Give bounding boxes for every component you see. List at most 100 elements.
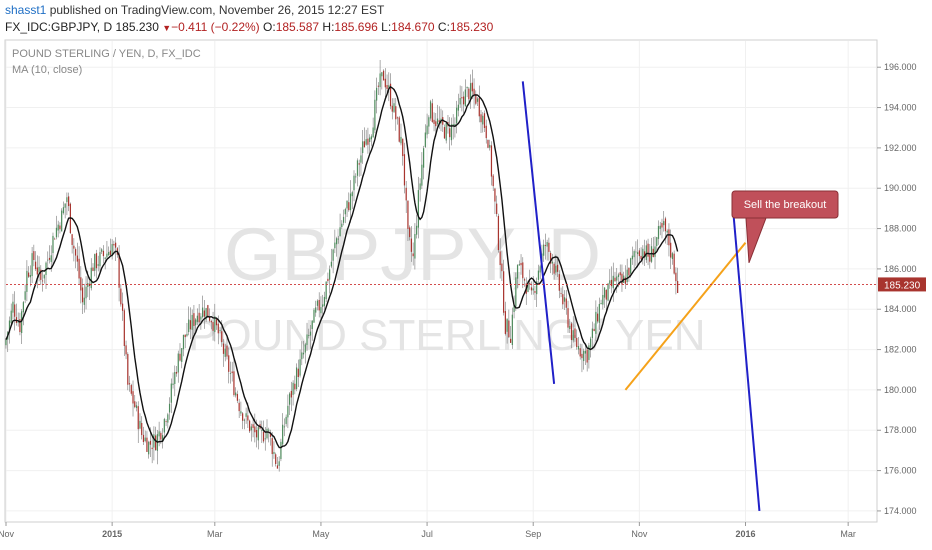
candle-up xyxy=(177,353,179,373)
candle-down xyxy=(649,255,651,262)
candle-down xyxy=(80,277,82,291)
candle-up xyxy=(268,429,270,431)
candle-down xyxy=(438,120,440,123)
candle-up xyxy=(635,251,637,253)
candle-down xyxy=(179,353,181,361)
candle-down xyxy=(550,252,552,264)
candle-down xyxy=(226,345,228,357)
y-tick-label: 178.000 xyxy=(884,425,917,435)
candle-up xyxy=(97,264,99,266)
candle-up xyxy=(666,230,668,233)
candle-up xyxy=(83,297,85,305)
candle-down xyxy=(473,88,475,95)
candle-down xyxy=(560,292,562,294)
sell-breakout-callout[interactable]: Sell the breakout xyxy=(731,190,839,264)
candle-down xyxy=(499,251,501,266)
candle-down xyxy=(81,287,84,303)
candle-up xyxy=(654,246,656,257)
candle-down xyxy=(567,308,569,328)
candle-up xyxy=(429,101,432,119)
candle-up xyxy=(38,266,40,273)
legend-ma: MA (10, close) xyxy=(12,64,82,76)
candle-up xyxy=(85,286,87,299)
candle-up xyxy=(417,190,419,228)
candle-down xyxy=(212,321,214,331)
candle-up xyxy=(539,266,541,273)
candle-down xyxy=(386,85,388,90)
x-tick-label: 2015 xyxy=(102,529,122,539)
candle-down xyxy=(242,413,244,421)
candle-up xyxy=(295,367,298,389)
candle-down xyxy=(189,320,192,330)
candle-up xyxy=(436,118,439,125)
candle-down xyxy=(581,353,583,359)
candle-down xyxy=(130,385,132,394)
candle-down xyxy=(276,465,279,469)
candle-down xyxy=(358,163,360,165)
candle-up xyxy=(414,233,416,259)
candle-down xyxy=(41,280,44,282)
candle-up xyxy=(24,291,26,300)
candle-down xyxy=(19,319,21,333)
candle-down xyxy=(248,420,251,432)
candle-up xyxy=(379,73,381,88)
candle-down xyxy=(389,83,392,107)
candle-up xyxy=(421,164,423,186)
candle-down xyxy=(115,242,117,248)
candle-up xyxy=(515,277,517,307)
candle-up xyxy=(186,333,188,336)
candle-up xyxy=(61,210,63,232)
candle-up xyxy=(369,137,371,142)
candle-up xyxy=(381,72,383,77)
candle-down xyxy=(412,253,414,257)
candle-up xyxy=(261,430,263,431)
candle-up xyxy=(8,320,11,333)
candle-up xyxy=(551,261,553,264)
high-value: 185.696 xyxy=(334,20,378,34)
candle-up xyxy=(196,315,199,322)
low-label: L: xyxy=(381,20,392,34)
candle-up xyxy=(543,244,545,256)
candle-down xyxy=(586,349,588,363)
candle-down xyxy=(74,249,77,256)
candle-up xyxy=(341,223,343,228)
candle-down xyxy=(193,313,195,326)
candle-up xyxy=(457,104,460,111)
candle-up xyxy=(450,124,453,141)
candle-up xyxy=(167,414,169,423)
candle-up xyxy=(200,316,202,320)
candle-down xyxy=(73,245,75,249)
candle-up xyxy=(158,431,160,437)
candle-up xyxy=(139,420,141,429)
candle-up xyxy=(245,413,247,417)
candle-down xyxy=(252,424,254,428)
candle-up xyxy=(511,314,513,346)
y-axis[interactable]: 174.000 176.000 178.000 180.000 182.000 184.0… xyxy=(877,62,917,516)
candle-down xyxy=(449,128,451,138)
candle-down xyxy=(562,294,564,305)
x-tick-label: Nov xyxy=(0,529,14,539)
candle-up xyxy=(90,267,92,289)
candle-up xyxy=(603,287,606,298)
candle-up xyxy=(235,392,237,396)
candle-up xyxy=(353,175,355,191)
candle-down xyxy=(203,310,205,317)
candle-up xyxy=(308,335,310,336)
x-axis[interactable]: Nov 2015 Mar May Jul Sep Nov 2016 Mar xyxy=(0,522,856,539)
candle-up xyxy=(459,97,461,105)
candle-up xyxy=(219,330,221,331)
y-tick-label: 192.000 xyxy=(884,143,917,153)
candle-down xyxy=(76,255,78,262)
candle-down xyxy=(503,271,505,313)
author-link[interactable]: shasst1 xyxy=(5,3,47,17)
candle-down xyxy=(647,243,649,257)
candle-up xyxy=(144,437,146,442)
candle-down xyxy=(141,422,143,436)
y-tick-label: 182.000 xyxy=(884,345,917,355)
candle-up xyxy=(188,319,190,333)
candle-down xyxy=(125,345,127,355)
candle-up xyxy=(101,249,103,252)
candle-down xyxy=(475,93,477,104)
drawings[interactable] xyxy=(521,81,761,512)
